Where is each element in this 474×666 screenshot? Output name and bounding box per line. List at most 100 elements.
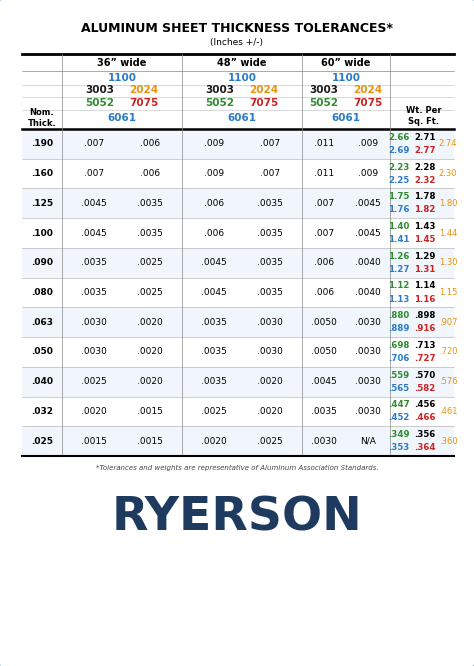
Text: .0035: .0035 (201, 318, 227, 327)
Text: .0035: .0035 (257, 199, 283, 208)
Text: .461: .461 (439, 407, 457, 416)
Text: .0020: .0020 (137, 348, 163, 356)
Text: .582: .582 (414, 384, 436, 393)
Text: ALUMINUM SHEET THICKNESS TOLERANCES*: ALUMINUM SHEET THICKNESS TOLERANCES* (81, 21, 393, 35)
Text: .0020: .0020 (81, 407, 107, 416)
Text: .0020: .0020 (257, 407, 283, 416)
Bar (22, 337, 454, 367)
Text: .011: .011 (314, 139, 334, 149)
Text: RYERSON: RYERSON (111, 496, 363, 541)
Text: .006: .006 (204, 228, 224, 238)
Text: 36” wide: 36” wide (97, 58, 146, 68)
Text: 1.43: 1.43 (414, 222, 436, 231)
Text: .880: .880 (388, 311, 410, 320)
Text: 1.30: 1.30 (439, 258, 457, 267)
Text: 1.76: 1.76 (388, 205, 410, 214)
Text: 1.44: 1.44 (439, 228, 457, 238)
Text: .006: .006 (140, 169, 160, 178)
Text: .125: .125 (31, 199, 53, 208)
Text: 48” wide: 48” wide (217, 58, 267, 68)
Text: .007: .007 (260, 139, 280, 149)
Text: .190: .190 (31, 139, 53, 149)
Text: 6061: 6061 (331, 113, 361, 123)
Text: .559: .559 (388, 371, 410, 380)
Text: .349: .349 (388, 430, 410, 439)
Text: .0025: .0025 (257, 437, 283, 446)
Text: .0045: .0045 (81, 228, 107, 238)
Text: .720: .720 (439, 348, 457, 356)
Text: 5052: 5052 (310, 98, 338, 108)
Text: 2.74: 2.74 (439, 139, 457, 149)
Text: .0035: .0035 (81, 258, 107, 267)
Text: .0030: .0030 (257, 348, 283, 356)
Text: 7075: 7075 (129, 98, 159, 108)
Text: .0025: .0025 (81, 377, 107, 386)
Text: .0035: .0035 (201, 377, 227, 386)
Text: .160: .160 (31, 169, 53, 178)
Text: .009: .009 (204, 169, 224, 178)
Bar (22, 248, 454, 278)
Bar (22, 367, 454, 396)
Text: 3003: 3003 (310, 85, 338, 95)
Text: .727: .727 (414, 354, 436, 363)
Text: .0020: .0020 (257, 377, 283, 386)
Text: 1.29: 1.29 (414, 252, 436, 260)
Text: *Tolerances and weights are representative of Aluminum Association Standards.: *Tolerances and weights are representati… (96, 465, 378, 471)
Text: .0030: .0030 (257, 318, 283, 327)
Text: .006: .006 (140, 139, 160, 149)
Text: 1.41: 1.41 (388, 235, 410, 244)
Text: .007: .007 (260, 169, 280, 178)
Text: .100: .100 (31, 228, 53, 238)
Bar (22, 396, 454, 426)
Text: 1.12: 1.12 (388, 282, 410, 290)
Text: .0025: .0025 (137, 258, 163, 267)
Text: .713: .713 (414, 341, 436, 350)
Text: 1.45: 1.45 (414, 235, 436, 244)
Text: 1100: 1100 (108, 73, 137, 83)
Text: .0015: .0015 (137, 437, 163, 446)
Text: .009: .009 (358, 169, 378, 178)
Bar (22, 218, 454, 248)
Text: N/A: N/A (360, 437, 376, 446)
Text: .007: .007 (314, 228, 334, 238)
Text: 1.15: 1.15 (439, 288, 457, 297)
Bar (22, 426, 454, 456)
Text: .0030: .0030 (81, 348, 107, 356)
Text: .0035: .0035 (137, 199, 163, 208)
Text: 60” wide: 60” wide (321, 58, 371, 68)
Text: .570: .570 (414, 371, 436, 380)
Text: 1100: 1100 (331, 73, 361, 83)
Text: .698: .698 (388, 341, 410, 350)
Bar (22, 278, 454, 308)
Text: 1.82: 1.82 (414, 205, 436, 214)
Text: Nom.
Thick.: Nom. Thick. (27, 108, 56, 128)
Text: .0035: .0035 (257, 228, 283, 238)
Text: .565: .565 (388, 384, 410, 393)
Text: 1.16: 1.16 (414, 294, 436, 304)
Text: .452: .452 (388, 414, 410, 422)
Text: 2.66: 2.66 (388, 133, 410, 142)
Text: .0045: .0045 (201, 288, 227, 297)
Text: 1.40: 1.40 (388, 222, 410, 231)
Text: .050: .050 (31, 348, 53, 356)
Text: .0050: .0050 (311, 318, 337, 327)
Text: .090: .090 (31, 258, 53, 267)
Bar (22, 129, 454, 159)
Text: .356: .356 (414, 430, 436, 439)
Text: .025: .025 (31, 437, 53, 446)
Text: .007: .007 (84, 139, 104, 149)
Text: 1.13: 1.13 (388, 294, 410, 304)
Text: .466: .466 (414, 414, 436, 422)
Text: 2.32: 2.32 (414, 176, 436, 184)
Text: 1.27: 1.27 (388, 265, 410, 274)
Text: .889: .889 (388, 324, 410, 333)
Text: .0030: .0030 (355, 407, 381, 416)
Text: .0020: .0020 (201, 437, 227, 446)
Text: .006: .006 (314, 258, 334, 267)
Text: 1100: 1100 (228, 73, 256, 83)
Text: 2.30: 2.30 (439, 169, 457, 178)
Text: .0045: .0045 (201, 258, 227, 267)
Text: .916: .916 (414, 324, 436, 333)
Text: .576: .576 (439, 377, 457, 386)
Text: .032: .032 (31, 407, 53, 416)
